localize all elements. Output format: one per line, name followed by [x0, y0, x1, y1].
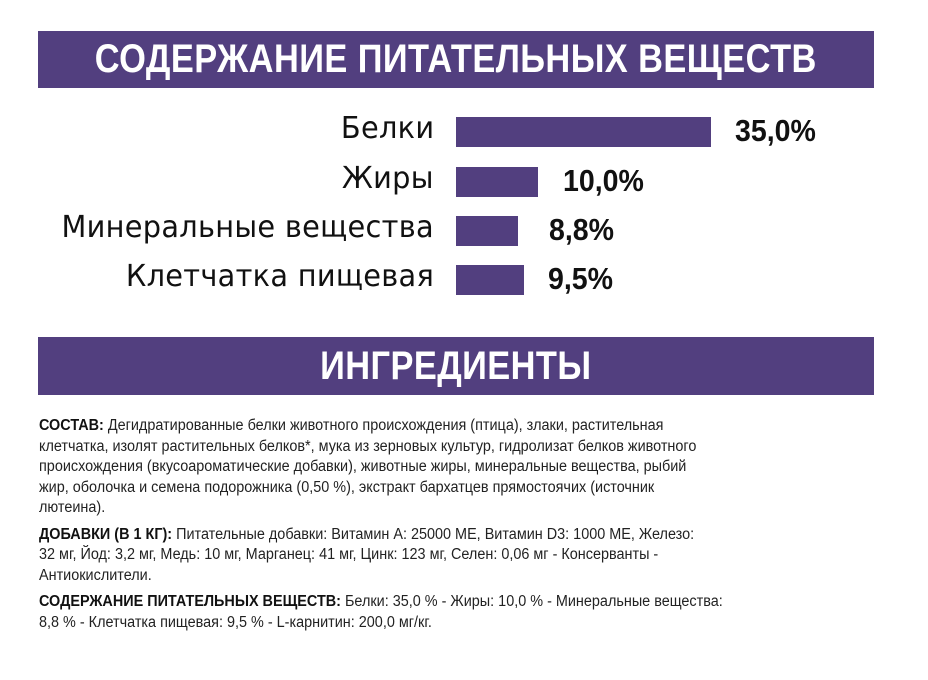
bar-minerals	[456, 216, 518, 246]
bar-label: Минеральные вещества	[61, 210, 434, 245]
bar-value: 8,8%	[549, 212, 615, 247]
bar-label: Белки	[340, 111, 434, 146]
chart-row-protein: Белки 35,0%	[0, 111, 928, 148]
composition-heading: СОСТАВ:	[39, 417, 104, 434]
composition-paragraph: СОСТАВ: Дегидратированные белки животног…	[39, 417, 697, 516]
additives-paragraph: ДОБАВКИ (В 1 КГ): Питательные добавки: В…	[39, 525, 695, 584]
bar-value: 35,0%	[735, 113, 816, 148]
bar-fat	[456, 167, 538, 197]
ingredients-title-banner: ИНГРЕДИЕНТЫ	[38, 337, 874, 395]
chart-row-fiber: Клетчатка пищевая 9,5%	[0, 259, 928, 296]
ingredients-text: СОСТАВ: Дегидратированные белки животног…	[39, 416, 899, 639]
bar-label: Клетчатка пищевая	[125, 259, 434, 294]
nutrients-title: СОДЕРЖАНИЕ ПИТАТЕЛЬНЫХ ВЕЩЕСТВ	[94, 37, 818, 81]
ingredients-title: ИНГРЕДИЕНТЫ	[320, 343, 592, 388]
nutrients-heading: СОДЕРЖАНИЕ ПИТАТЕЛЬНЫХ ВЕЩЕСТВ:	[39, 593, 341, 610]
chart-row-fat: Жиры 10,0%	[0, 161, 928, 198]
additives-heading: ДОБАВКИ (В 1 КГ):	[39, 525, 173, 543]
bar-label: Жиры	[342, 161, 434, 196]
bar-fiber	[456, 265, 524, 295]
chart-row-minerals: Минеральные вещества 8,8%	[0, 210, 928, 247]
nutrients-paragraph: СОДЕРЖАНИЕ ПИТАТЕЛЬНЫХ ВЕЩЕСТВ: Белки: 3…	[39, 593, 723, 631]
bar-value: 9,5%	[548, 261, 614, 296]
nutrients-title-banner: СОДЕРЖАНИЕ ПИТАТЕЛЬНЫХ ВЕЩЕСТВ	[38, 31, 874, 88]
bar-value: 10,0%	[563, 163, 644, 198]
bar-protein	[456, 117, 711, 147]
